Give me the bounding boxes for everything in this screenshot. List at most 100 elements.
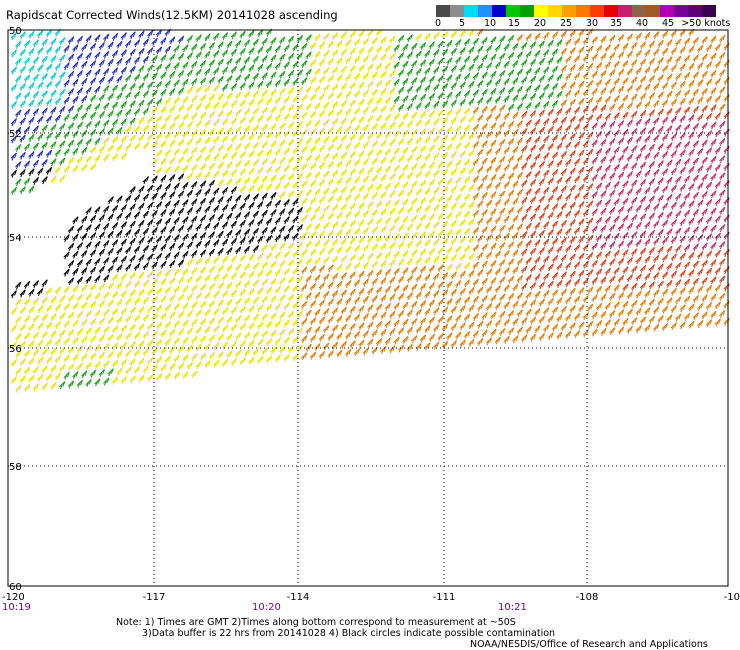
wind-barb bbox=[252, 279, 259, 288]
wind-barb bbox=[573, 175, 581, 184]
wind-barb bbox=[283, 302, 290, 311]
wind-barb bbox=[349, 219, 356, 228]
wind-barb bbox=[142, 176, 149, 185]
wind-barb bbox=[490, 87, 497, 96]
wind-barb bbox=[653, 220, 660, 229]
wind-barb bbox=[516, 85, 523, 94]
wind-barb bbox=[314, 50, 321, 59]
wind-barb bbox=[345, 107, 352, 117]
wind-barb bbox=[710, 69, 717, 78]
wind-barb bbox=[367, 269, 374, 278]
wind-barb bbox=[331, 118, 339, 127]
wind-barb bbox=[204, 291, 211, 300]
wind-barb bbox=[155, 98, 163, 107]
wind-barb bbox=[358, 150, 365, 159]
wind-barb bbox=[468, 63, 475, 72]
wind-barb bbox=[54, 62, 61, 71]
wind-barb bbox=[560, 99, 567, 108]
wind-barb bbox=[450, 30, 457, 39]
wind-barb bbox=[547, 74, 554, 83]
wind-barb bbox=[516, 257, 523, 266]
wind-barb bbox=[534, 49, 541, 58]
wind-barb bbox=[375, 62, 383, 71]
wind-barb bbox=[389, 104, 396, 113]
wind-barb bbox=[472, 72, 479, 81]
wind-barb bbox=[133, 297, 141, 306]
wind-barb bbox=[358, 219, 365, 228]
wind-barb bbox=[626, 119, 633, 128]
wind-barb bbox=[133, 90, 141, 99]
wind-barb bbox=[494, 284, 501, 293]
wind-barb bbox=[653, 31, 660, 40]
wind-barb bbox=[340, 323, 347, 332]
wind-barb bbox=[626, 325, 633, 334]
wind-barb bbox=[283, 250, 290, 259]
wind-barb bbox=[107, 368, 114, 377]
wind-barb bbox=[41, 279, 48, 288]
wind-barb bbox=[345, 39, 352, 48]
wind-barb bbox=[169, 345, 176, 355]
wind-barb bbox=[301, 283, 308, 292]
wind-barb bbox=[309, 334, 317, 343]
wind-barb bbox=[485, 130, 493, 139]
wind-barb bbox=[226, 40, 233, 49]
latitude-label: 58 bbox=[9, 462, 22, 473]
wind-barb bbox=[371, 105, 378, 114]
wind-barb bbox=[415, 171, 422, 180]
wind-barb bbox=[257, 149, 264, 158]
wind-barb bbox=[485, 320, 493, 329]
wind-barb bbox=[54, 320, 61, 329]
wind-barb bbox=[336, 57, 343, 66]
wind-barb bbox=[591, 311, 598, 320]
wind-barb bbox=[411, 231, 418, 240]
wind-barb bbox=[463, 262, 471, 271]
wind-barb bbox=[243, 125, 251, 134]
wind-barb bbox=[279, 311, 286, 320]
wind-barb bbox=[362, 106, 369, 115]
wind-barb bbox=[419, 179, 427, 188]
wind-barb bbox=[494, 130, 501, 139]
wind-barb bbox=[107, 58, 114, 67]
wind-barb bbox=[455, 142, 462, 151]
wind-barb bbox=[204, 325, 211, 334]
wind-barb bbox=[279, 122, 286, 131]
wind-barb bbox=[129, 186, 136, 195]
wind-barb bbox=[582, 312, 589, 321]
wind-barb bbox=[534, 239, 541, 248]
wind-barb bbox=[32, 348, 39, 357]
wind-barb bbox=[573, 330, 581, 339]
wind-barb bbox=[653, 134, 660, 143]
wind-barb bbox=[107, 351, 114, 360]
wind-barb bbox=[551, 65, 559, 74]
wind-barb bbox=[111, 136, 119, 145]
wind-barb bbox=[679, 183, 686, 192]
wind-barb bbox=[661, 133, 669, 142]
wind-barb bbox=[380, 87, 387, 96]
wind-barb bbox=[89, 249, 97, 258]
wind-barb bbox=[573, 209, 581, 218]
wind-barb bbox=[89, 232, 97, 241]
wind-barb bbox=[653, 254, 660, 263]
wind-barb bbox=[81, 232, 88, 241]
wind-barb bbox=[626, 291, 633, 300]
wind-barb bbox=[389, 35, 396, 44]
wind-barb bbox=[415, 102, 422, 111]
wind-barb bbox=[54, 97, 61, 106]
wind-barb bbox=[666, 279, 673, 288]
wind-barb bbox=[569, 218, 576, 228]
wind-barb bbox=[582, 243, 589, 252]
wind-barb bbox=[719, 51, 726, 60]
wind-barb bbox=[129, 203, 136, 212]
wind-barb bbox=[239, 305, 246, 314]
wind-barb bbox=[265, 45, 273, 54]
wind-barb bbox=[441, 100, 449, 109]
wind-barb bbox=[265, 252, 273, 261]
wind-barb bbox=[591, 294, 598, 303]
wind-barb bbox=[529, 196, 537, 205]
wind-barb bbox=[675, 55, 682, 64]
wind-barb bbox=[28, 168, 35, 177]
wind-barb bbox=[463, 158, 471, 167]
wind-barb bbox=[287, 121, 295, 130]
wind-barb bbox=[424, 101, 431, 110]
wind-barb bbox=[89, 163, 97, 172]
